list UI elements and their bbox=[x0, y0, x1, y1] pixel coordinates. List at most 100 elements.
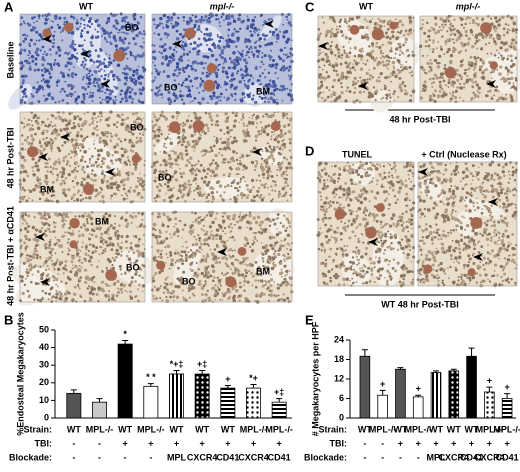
cell bbox=[31, 225, 36, 230]
cell bbox=[166, 137, 169, 139]
cell bbox=[41, 45, 45, 49]
cell bbox=[168, 75, 171, 78]
cell bbox=[33, 68, 37, 72]
cell bbox=[409, 72, 411, 74]
cell bbox=[375, 89, 378, 92]
cell bbox=[238, 162, 243, 166]
cell bbox=[194, 42, 197, 44]
cell bbox=[262, 260, 265, 263]
cell bbox=[130, 221, 133, 224]
cell bbox=[471, 33, 474, 36]
cell bbox=[261, 72, 264, 75]
cell bbox=[171, 57, 176, 62]
cell bbox=[282, 35, 286, 39]
cell bbox=[188, 16, 192, 20]
cell bbox=[236, 64, 239, 66]
cell bbox=[244, 69, 248, 73]
cell bbox=[99, 148, 104, 153]
cell bbox=[166, 135, 169, 138]
cell bbox=[76, 170, 79, 173]
cell bbox=[254, 220, 259, 225]
cell bbox=[239, 159, 241, 162]
cell bbox=[74, 97, 78, 101]
cell bbox=[138, 31, 142, 35]
cell bbox=[133, 55, 137, 59]
cell bbox=[90, 210, 94, 214]
cell bbox=[333, 21, 336, 24]
cell bbox=[80, 63, 84, 67]
cell bbox=[484, 94, 488, 98]
cell bbox=[322, 21, 325, 24]
cell bbox=[215, 141, 218, 145]
cell bbox=[259, 179, 262, 182]
cell bbox=[187, 75, 191, 78]
cell bbox=[206, 270, 210, 275]
cell bbox=[38, 229, 42, 234]
cell bbox=[180, 250, 184, 254]
cell bbox=[52, 38, 56, 41]
cell bbox=[153, 134, 157, 138]
cell bbox=[114, 95, 117, 98]
cell bbox=[215, 58, 218, 61]
cell bbox=[195, 261, 198, 264]
cell bbox=[136, 53, 140, 58]
cell bbox=[46, 191, 50, 195]
cell bbox=[182, 48, 186, 51]
cell bbox=[321, 68, 324, 71]
cell bbox=[347, 28, 350, 31]
cell bbox=[103, 58, 106, 61]
cell bbox=[35, 253, 39, 257]
cell bbox=[371, 49, 375, 53]
cell bbox=[319, 32, 322, 35]
cell bbox=[243, 289, 246, 293]
cell bbox=[215, 212, 219, 215]
cell bbox=[248, 78, 251, 82]
cell bbox=[28, 254, 32, 258]
cell bbox=[258, 49, 261, 53]
cell bbox=[124, 15, 128, 19]
cell bbox=[225, 42, 229, 46]
cell bbox=[40, 277, 44, 281]
cell bbox=[268, 79, 272, 82]
cell bbox=[226, 239, 229, 242]
cell bbox=[132, 54, 135, 57]
cell bbox=[32, 138, 35, 141]
cell bbox=[182, 102, 186, 105]
cell bbox=[94, 49, 98, 52]
cell bbox=[248, 47, 251, 51]
cell bbox=[96, 192, 100, 196]
cell bbox=[169, 141, 173, 146]
cell bbox=[503, 78, 508, 83]
cell bbox=[229, 148, 232, 151]
cell bbox=[239, 193, 244, 197]
cell bbox=[142, 52, 145, 55]
cell bbox=[34, 282, 38, 286]
cell bbox=[60, 292, 63, 295]
cell bbox=[88, 158, 92, 162]
cell bbox=[210, 149, 214, 153]
cell bbox=[278, 88, 281, 91]
cell bbox=[104, 240, 108, 244]
cell bbox=[278, 231, 281, 234]
cell bbox=[49, 144, 53, 148]
cell bbox=[187, 183, 191, 187]
cell bbox=[135, 68, 139, 72]
cell bbox=[80, 261, 84, 264]
cell bbox=[335, 44, 339, 47]
cell bbox=[267, 280, 271, 284]
cell bbox=[264, 90, 268, 95]
cell bbox=[70, 31, 75, 35]
cell bbox=[254, 164, 258, 168]
cell bbox=[377, 24, 380, 26]
cell bbox=[207, 16, 211, 20]
cell bbox=[93, 60, 96, 64]
cell bbox=[111, 243, 115, 247]
cell bbox=[264, 279, 267, 283]
cell bbox=[154, 176, 157, 179]
cell bbox=[500, 40, 504, 45]
cell bbox=[123, 82, 128, 86]
cell bbox=[44, 291, 48, 295]
cell bbox=[158, 24, 161, 27]
cell bbox=[245, 45, 249, 49]
cell bbox=[459, 16, 462, 19]
